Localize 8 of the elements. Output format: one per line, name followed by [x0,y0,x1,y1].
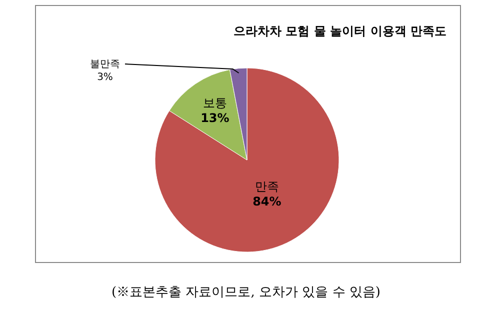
slice-label: 불만족 [90,59,120,70]
slice-label: 만족 [254,179,279,194]
chart-title: 으라차차 모험 물 놀이터 이용객 만족도 [234,24,446,38]
data-label: 84% [252,194,282,208]
data-label: 3% [97,72,113,83]
text: (※표본추출 자료이므로, 오차가 있을 수 있음) [112,285,380,300]
slice-label: 보통 [202,96,227,110]
data-label: 13% [200,110,230,125]
